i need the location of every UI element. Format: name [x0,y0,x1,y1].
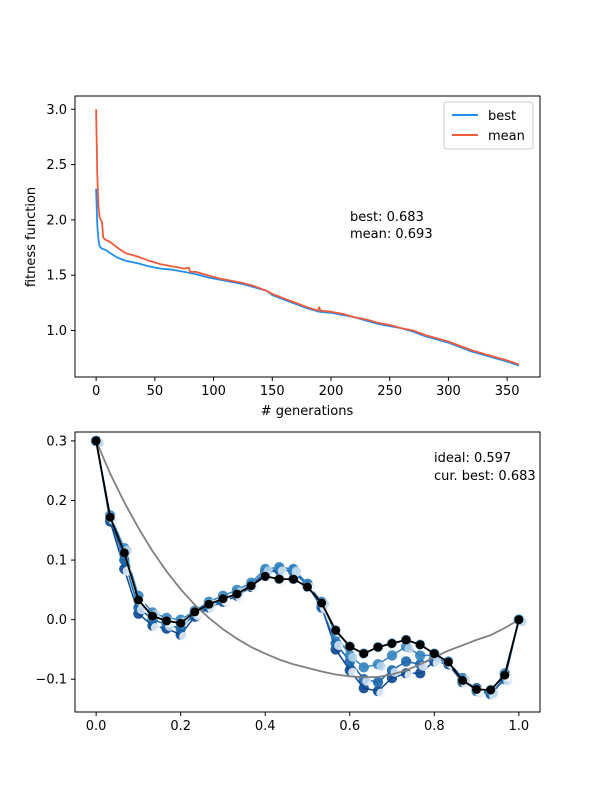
x-tick-label: 0.2 [170,719,191,734]
fitness-y-ticks: 1.0 1.5 2.0 2.5 3.0 [46,103,75,339]
best-curve-point [303,582,312,592]
best-curve-point [148,611,157,621]
best-curve-point [359,649,369,659]
x-tick-label: 0.0 [86,719,107,734]
legend-mean-label: mean [488,129,525,144]
x-tick-label: 150 [260,384,285,399]
y-tick-label: −0.1 [35,673,67,688]
history-point-light [150,623,161,633]
ideal-curve-layer [95,440,520,679]
fitness-y-axis-label: fitness function [24,187,39,287]
best-curve-point [486,685,496,695]
ideal-curve-line [95,440,520,679]
best-curve-point [500,670,510,680]
history-point-light [334,640,344,651]
best-curve-point [317,598,327,608]
history-point-light [362,676,372,686]
history-point-light [404,670,414,680]
best-curve-point [387,639,397,648]
fitness-axes-frame [74,95,541,378]
best-curve-point [401,635,411,645]
x-tick-label: 50 [147,384,164,399]
best-curve-point [246,581,256,591]
legend-best-label: best [488,109,516,124]
y-tick-label: 0.3 [46,434,67,449]
history-point-light [376,661,386,671]
x-tick-label: 200 [319,384,344,399]
y-tick-label: 2.0 [46,213,67,228]
y-tick-label: 1.0 [46,324,67,339]
legend: best mean [443,101,534,150]
best-curve-point [514,615,524,625]
fitness-chart: 0 50 100 150 200 250 300 350 1.0 1.5 2.0 2.5 3.0 # … [24,95,541,419]
best-curve-point [105,512,115,522]
best-curve-point [373,642,383,652]
best-curve-point [190,607,200,617]
best-curve-point [232,589,242,599]
x-tick-label: 350 [495,384,520,399]
history-point [386,650,398,661]
ideal-annotation: ideal: 0.597 [434,451,511,466]
fitness-x-ticks: 0 50 100 150 200 250 300 350 [92,377,520,399]
best-fitness-annotation: best: 0.683 [350,210,424,225]
best-curve-point [119,548,129,558]
x-tick-label: 0.4 [255,719,276,734]
history-point [400,656,412,667]
x-tick-label: 0.6 [339,719,360,734]
y-tick-label: 3.0 [46,103,67,118]
history-point [358,662,369,673]
best-curve-point [133,595,143,605]
history-point [415,650,426,661]
best-curve-point [176,618,186,628]
history-point [372,677,384,688]
current-best-annotation: cur. best: 0.683 [434,469,536,484]
best-curve-point [458,675,467,685]
x-tick-label: 100 [201,384,226,399]
x-tick-label: 0 [92,384,100,399]
best-curve-point [162,616,172,626]
curve-x-ticks: 0.0 0.2 0.4 0.6 0.8 1.0 [86,712,529,734]
x-tick-label: 300 [436,384,461,399]
history-point-light [348,652,358,663]
x-tick-label: 0.8 [424,719,445,734]
fitness-series-lines [95,109,520,367]
x-tick-label: 250 [377,384,402,399]
history-point-light [291,566,301,576]
best-curve-point [218,594,228,604]
history-point-light [376,688,386,698]
best-curve-point [472,684,482,694]
y-tick-label: 2.5 [46,158,67,173]
best-curve-point [260,571,270,581]
history-point-light [179,632,189,642]
best-curve-layer [91,436,524,695]
fitness-x-axis-label: # generations [261,404,354,419]
y-tick-label: 0.2 [46,494,67,509]
y-tick-label: 0.0 [46,613,67,628]
best-curve-point [345,642,355,651]
best-curve-point [288,574,298,584]
history-point-light [404,643,414,654]
curve-chart: 0.0 0.2 0.4 0.6 0.8 1.0 −0.1 0.0 0.1 0.2 0.3 idea… [35,431,541,734]
y-tick-label: 0.1 [46,554,67,569]
best-curve-point [415,640,425,650]
best-curve-point [429,649,439,659]
curve-axes-frame [74,431,541,713]
best-curve-point [443,657,453,667]
y-tick-label: 1.5 [46,269,67,284]
best-curve-point [204,599,214,609]
history-point-light [277,566,287,576]
best-curve-point [274,574,284,584]
x-tick-label: 1.0 [509,719,530,734]
legend-box [443,101,534,150]
curve-y-ticks: −0.1 0.0 0.1 0.2 0.3 [35,434,75,688]
series-line-mean [95,109,520,366]
mean-fitness-annotation: mean: 0.693 [350,227,433,242]
best-curve-point [91,436,101,446]
history-point-light [348,667,358,677]
best-curve-point [331,625,341,635]
